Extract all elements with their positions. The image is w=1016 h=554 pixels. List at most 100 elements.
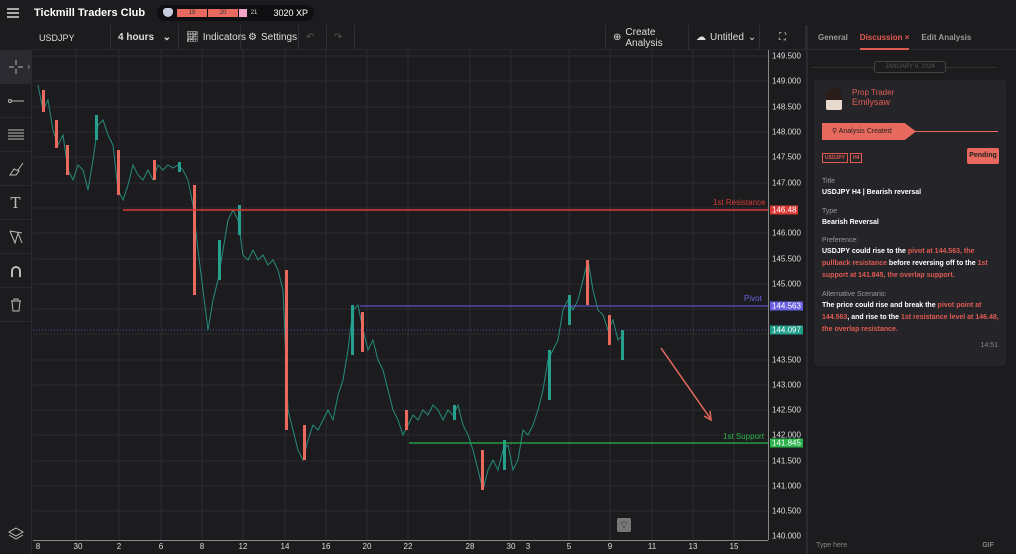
chart-icon: 📈︎ <box>186 32 199 43</box>
crosshair-tool[interactable]: › <box>0 50 31 84</box>
current-price-tag: 144.097 <box>770 325 803 335</box>
x-label: 15 <box>729 542 739 551</box>
title-value: USDJPY H4 | Bearish reversal <box>822 189 922 196</box>
indicators-button[interactable]: 📈︎ Indicators <box>179 25 246 50</box>
composer-placeholder: Type here <box>816 542 848 549</box>
message-time: 14:51 <box>980 342 998 349</box>
x-label: 9 <box>607 542 613 551</box>
symbol: USDJPY <box>39 32 75 43</box>
chevron-down-icon: ⌄ <box>747 32 757 43</box>
xp-level-20: 20 <box>208 8 239 17</box>
candlestick-canvas <box>33 50 768 540</box>
x-label: 16 <box>321 542 331 551</box>
tab-discussion[interactable]: Discussion × <box>859 25 910 50</box>
panel-tabs: General Discussion × Edit Analysis <box>808 25 1016 50</box>
create-analysis-button[interactable]: ⊕ Create Analysis <box>606 25 689 50</box>
project-name: Untitled <box>710 32 744 43</box>
x-label: 13 <box>688 542 698 551</box>
status-event-label: Analysis Created <box>838 128 892 135</box>
close-icon[interactable]: × <box>904 32 910 42</box>
fullscreen-button[interactable]: ⛶ <box>760 25 806 50</box>
pivot-label: Pivot <box>744 294 762 303</box>
trend-line-tool[interactable] <box>0 84 31 118</box>
timeframe-select[interactable]: 4 hours ⌄ <box>111 25 179 50</box>
trash-icon <box>10 298 21 311</box>
magnet-tool[interactable] <box>0 254 31 288</box>
resistance-price-tag: 146.48 <box>770 205 799 215</box>
settings-button[interactable]: ⚙ Settings <box>241 25 299 50</box>
brush-tool[interactable] <box>0 152 31 186</box>
resistance-label: 1st Resistance <box>713 198 766 207</box>
y-label: 143.500 <box>772 355 801 365</box>
axis-line <box>33 540 768 541</box>
delete-tool[interactable] <box>0 288 31 322</box>
type-label: Type <box>822 208 838 215</box>
avatar <box>826 88 842 110</box>
preference-text: USDJPY could rise to the pivot at 144.56… <box>822 248 988 279</box>
text-tool[interactable]: T <box>0 186 31 220</box>
redo-icon: ↷ <box>334 32 343 43</box>
time-axis[interactable]: 8 30 2 6 8 12 14 16 20 22 28 30 3 5 9 11… <box>33 540 768 554</box>
crosshair-icon <box>8 59 23 74</box>
x-label: 20 <box>362 542 372 551</box>
date-label: JANUARY 9, 2024 <box>874 61 946 73</box>
y-label: 147.000 <box>772 178 801 188</box>
gif-button[interactable]: GIF <box>982 542 994 549</box>
indicators-label: Indicators <box>202 32 247 43</box>
timeframe-value: 4 hours <box>118 32 155 43</box>
message-input[interactable]: Type here GIF <box>808 542 1016 554</box>
expand-icon: › <box>27 62 30 71</box>
preference-label: Preference: <box>822 237 859 244</box>
drawing-toolbar: › T <box>0 50 32 554</box>
x-label: 14 <box>280 542 290 551</box>
redo-button[interactable]: ↷ <box>327 25 355 50</box>
price-axis[interactable]: 149.500 149.000 148.500 148.000 147.500 … <box>768 50 806 541</box>
y-label: 146.000 <box>772 228 801 238</box>
x-label: 30 <box>73 542 83 551</box>
save-project-button[interactable]: ☁ Untitled ⌄ <box>689 25 760 50</box>
y-label: 149.000 <box>772 76 801 86</box>
cloud-upload-icon: ☁ <box>696 32 706 43</box>
xp-total: 3020 XP <box>273 7 309 18</box>
type-value: Bearish Reversal <box>822 219 879 226</box>
price-chart[interactable]: 1st Resistance Pivot 1st Support 💡︎ <box>33 50 768 540</box>
alternative-label: Alternative Scenario: <box>822 291 887 298</box>
tab-edit-analysis[interactable]: Edit Analysis <box>921 32 972 42</box>
gear-icon: ⚙ <box>248 32 257 43</box>
status-event-badge: ⚲ Analysis Created <box>822 123 916 140</box>
y-label: 142.000 <box>772 430 801 440</box>
fib-tool[interactable] <box>0 118 31 152</box>
x-label: 6 <box>158 542 164 551</box>
author-name[interactable]: Emilysaw <box>852 97 891 107</box>
menu-icon[interactable] <box>7 7 19 18</box>
y-label: 148.500 <box>772 102 801 112</box>
status-badge: Pending <box>967 148 999 164</box>
date-divider: JANUARY 9, 2024 <box>808 58 1016 78</box>
top-bar: Tickmill Traders Club 19 20 21 3020 XP <box>0 0 1016 25</box>
symbol-selector[interactable]: USDJPY <box>32 25 111 50</box>
tab-discussion-label: Discussion <box>859 32 903 42</box>
x-label: 2 <box>116 542 122 551</box>
brush-icon <box>8 162 23 175</box>
layers-button[interactable] <box>7 527 25 544</box>
xp-progress: 19 20 21 3020 XP <box>157 4 315 21</box>
undo-button[interactable]: ↶ <box>299 25 327 50</box>
rank-badge-icon <box>163 8 174 17</box>
pattern-tool[interactable] <box>0 220 31 254</box>
tab-general[interactable]: General <box>818 32 848 42</box>
analysis-panel: General Discussion × Edit Analysis JANUA… <box>806 25 1016 554</box>
timeline-line <box>914 131 998 132</box>
x-label: 11 <box>647 542 657 551</box>
x-label: 12 <box>238 542 248 551</box>
y-label: 142.500 <box>772 405 801 415</box>
y-label: 141.500 <box>772 456 801 466</box>
timeframe-tag: H4 <box>850 153 863 163</box>
y-label: 145.500 <box>772 254 801 264</box>
pivot-price-tag: 144.563 <box>770 301 803 311</box>
x-label: 30 <box>506 542 516 551</box>
x-label: 22 <box>403 542 413 551</box>
axis-line <box>768 50 769 540</box>
idea-button[interactable]: 💡︎ <box>617 518 631 532</box>
y-label: 145.000 <box>772 279 801 289</box>
lightbulb-icon: ⚲ <box>832 128 838 135</box>
